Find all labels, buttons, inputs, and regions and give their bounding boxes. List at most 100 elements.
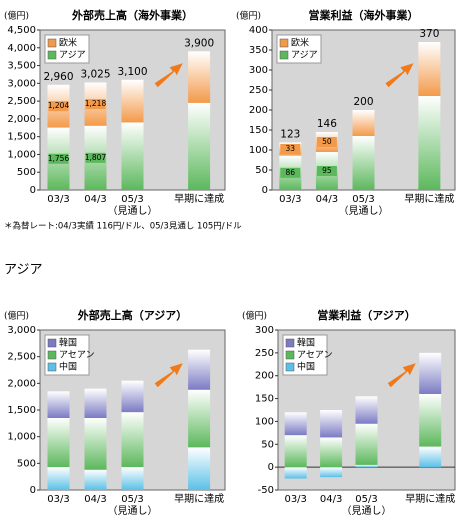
y-tick-label: 4,000 <box>7 43 36 54</box>
bar-segment <box>47 467 70 490</box>
data-label-bg <box>316 137 337 147</box>
x-tick-note: （見通し） <box>342 505 392 517</box>
x-tick-label: 05/3 <box>121 494 143 505</box>
total-label: 3,100 <box>117 66 147 78</box>
x-tick-label: 03/3 <box>47 494 69 505</box>
y-tick-label: 3,500 <box>7 61 36 72</box>
x-tick-label: 04/3 <box>84 494 106 505</box>
bar-segment <box>355 396 378 424</box>
y-tick-label: 3,000 <box>7 325 36 336</box>
total-label: 3,025 <box>80 68 110 80</box>
footnote: ＊為替レート:04/3実績 116円/ドル、05/3見通し 105円/ドル <box>4 221 242 232</box>
legend-swatch <box>285 338 295 348</box>
x-tick-label: 04/3 <box>320 494 342 505</box>
y-tick-label: 50 <box>261 439 274 450</box>
unit-label: (億円) <box>4 310 29 322</box>
y-tick-label: -50 <box>258 485 274 496</box>
bar-segment <box>419 394 442 447</box>
unit-label: (億円) <box>4 10 29 22</box>
x-tick-note: （見通し） <box>339 205 389 217</box>
total-label: 370 <box>419 28 439 40</box>
y-tick-label: 1,500 <box>7 405 36 416</box>
legend-swatch <box>279 50 289 60</box>
y-tick-label: 250 <box>249 85 268 96</box>
legend-label: 韓国 <box>297 338 315 349</box>
legend-label: 中国 <box>297 361 315 373</box>
arrow <box>154 63 183 88</box>
y-tick-label: 100 <box>249 145 268 156</box>
x-tick-label: 04/3 <box>84 194 106 205</box>
y-tick-label: 1,000 <box>7 432 36 443</box>
y-tick-label: 2,500 <box>7 352 36 363</box>
bar-segment <box>418 42 441 96</box>
bar-segment <box>419 446 442 468</box>
data-label-bg <box>280 144 301 154</box>
legend-label: アジア <box>291 51 318 61</box>
bar-segment <box>188 51 211 103</box>
arrow <box>154 363 183 388</box>
bar-segment <box>84 418 107 470</box>
x-tick-label: 03/3 <box>47 194 69 205</box>
y-tick-label: 350 <box>249 45 268 56</box>
y-tick-label: 0 <box>262 185 268 196</box>
y-tick-label: 500 <box>17 458 36 469</box>
bar-segment <box>418 96 441 190</box>
y-tick-label: 400 <box>249 25 268 36</box>
data-label-bg <box>280 167 301 178</box>
legend-swatch <box>47 38 57 48</box>
total-label: 2,960 <box>43 71 73 83</box>
y-tick-label: 1,500 <box>7 132 36 143</box>
y-tick-label: 150 <box>249 125 268 136</box>
y-tick-label: 200 <box>255 371 274 382</box>
bar-segment <box>320 410 343 438</box>
total-label: 123 <box>280 128 300 140</box>
data-label: 50 <box>322 137 332 146</box>
x-tick-label: 05/3 <box>355 494 377 505</box>
legend-label: 欧米 <box>59 37 77 49</box>
data-label: 1,807 <box>85 153 107 162</box>
bar-segment <box>188 102 211 190</box>
data-label-bg <box>85 99 106 110</box>
arrow <box>385 63 414 88</box>
y-tick-label: 1,000 <box>7 149 36 160</box>
chart-title: 外部売上高（海外事業） <box>71 8 193 22</box>
data-label-bg <box>85 152 106 163</box>
bar-segment <box>352 110 375 136</box>
unit-label: (億円) <box>236 10 261 22</box>
legend-swatch <box>279 38 289 48</box>
y-tick-label: 3,000 <box>7 78 36 89</box>
y-tick-label: 250 <box>255 348 274 359</box>
bar-segment <box>47 418 70 468</box>
unit-label: (億円) <box>242 310 267 322</box>
chart-title: 外部売上高（アジア） <box>77 308 188 322</box>
y-tick-label: 2,000 <box>7 378 36 389</box>
x-tick-label: 04/3 <box>316 194 338 205</box>
bar-segment <box>284 467 307 479</box>
x-tick-label: 早期に達成 <box>174 493 224 505</box>
y-tick-label: 50 <box>255 165 268 176</box>
y-tick-label: 2,500 <box>7 96 36 107</box>
data-label: 1,204 <box>48 101 70 110</box>
bar-segment <box>188 389 211 448</box>
bar-segment <box>419 352 442 394</box>
x-tick-label: 05/3 <box>352 194 374 205</box>
y-tick-label: 0 <box>268 462 274 473</box>
data-label-bg <box>316 166 337 176</box>
bar-segment <box>320 467 343 478</box>
bar-segment <box>121 79 144 123</box>
y-tick-label: 2,000 <box>7 114 36 125</box>
bar-segment <box>121 412 144 468</box>
chart-title: 営業利益（アジア） <box>317 308 416 322</box>
bar-segment <box>188 349 211 390</box>
y-tick-label: 100 <box>255 416 274 427</box>
x-tick-label: 05/3 <box>121 194 143 205</box>
data-label: 86 <box>286 168 296 177</box>
bar-segment <box>47 391 70 418</box>
y-tick-label: 150 <box>255 394 274 405</box>
legend-swatch <box>47 350 57 360</box>
total-label: 3,900 <box>184 37 214 49</box>
x-tick-label: 03/3 <box>279 194 301 205</box>
arrow <box>387 363 416 388</box>
x-tick-label: 早期に達成 <box>404 193 454 205</box>
y-tick-label: 4,500 <box>7 25 36 36</box>
